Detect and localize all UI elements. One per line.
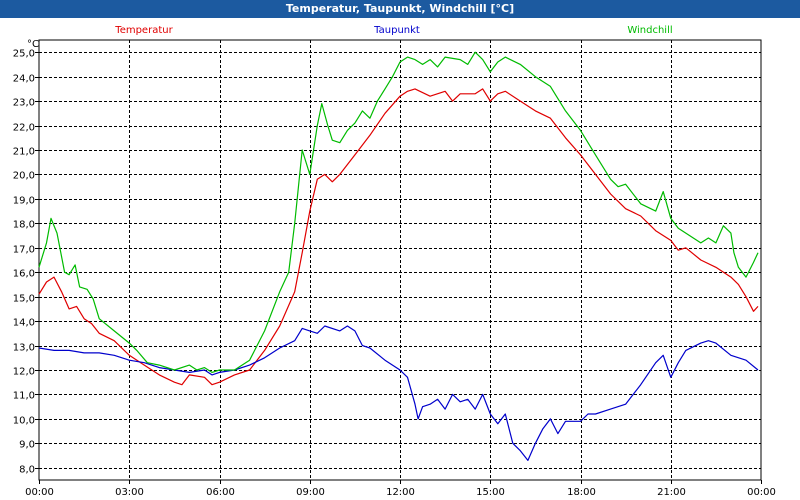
x-tick-time-label: 09:00 [296, 487, 325, 498]
y-tick-label: 10,0 [13, 416, 35, 427]
y-tick-label: 24,0 [13, 74, 35, 85]
x-tick-time-label: 03:00 [115, 487, 144, 498]
y-tick-label: 14,0 [13, 318, 35, 329]
legend-entry-temperatur: Temperatur [114, 25, 173, 36]
x-tick-time-label: 21:00 [657, 487, 686, 498]
series-line-taupunkt [38, 325, 759, 461]
y-tick-label: 13,0 [13, 343, 35, 354]
series-lines [38, 51, 759, 461]
y-tick-label: 15,0 [13, 294, 35, 305]
y-tick-label: 25,0 [13, 49, 35, 60]
x-tick-time-label: 00:00 [747, 487, 776, 498]
y-tick-label: 21,0 [13, 147, 35, 158]
y-tick-label: 17,0 [13, 245, 35, 256]
y-tick-label: 16,0 [13, 269, 35, 280]
y-tick-label: 11,0 [13, 391, 35, 402]
y-tick-label: 18,0 [13, 220, 35, 231]
x-axis: 00:0019.09.2403:0019.09.2406:0019.09.240… [25, 480, 776, 498]
y-tick-label: 8,0 [19, 465, 35, 476]
y-tick-label: 20,0 [13, 171, 35, 182]
y-tick-label: 19,0 [13, 196, 35, 207]
series-line-windchill [38, 51, 759, 373]
x-tick-time-label: 00:00 [25, 487, 54, 498]
chart-title: Temperatur, Taupunkt, Windchill [°C] [0, 0, 800, 18]
x-tick-time-label: 15:00 [476, 487, 505, 498]
y-axis: °C 8,0 9,0 10,0 11,0 12,0 13,0 14,0 15,0 16,0 17,… [13, 39, 39, 476]
legend-entry-windchill: Windchill [627, 25, 672, 36]
y-tick-label: 9,0 [19, 440, 35, 451]
y-tick-label: 22,0 [13, 123, 35, 134]
y-tick-label: 23,0 [13, 98, 35, 109]
legend: Temperatur Taupunkt Windchill [114, 25, 672, 36]
chart-area: °C 8,0 9,0 10,0 11,0 12,0 13,0 14,0 15,0 16,0 17,… [13, 25, 776, 498]
legend-entry-taupunkt: Taupunkt [373, 25, 420, 36]
x-tick-time-label: 12:00 [386, 487, 415, 498]
y-tick-label: 12,0 [13, 367, 35, 378]
grid-lines [39, 40, 761, 480]
x-tick-time-label: 06:00 [206, 487, 235, 498]
y-axis-unit-label: °C [27, 39, 39, 50]
x-tick-time-label: 18:00 [567, 487, 596, 498]
